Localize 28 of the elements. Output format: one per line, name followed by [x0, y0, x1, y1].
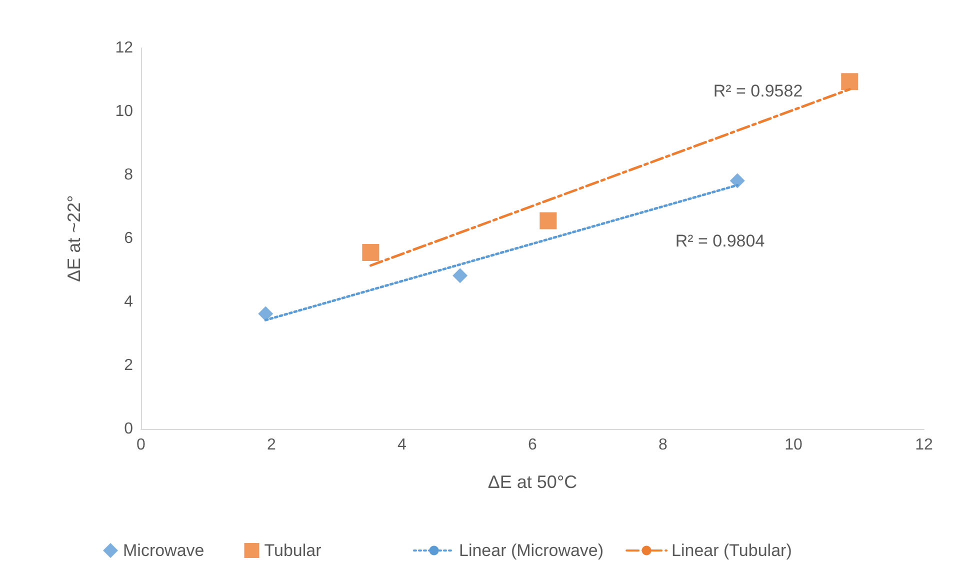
x-tick-label: 6: [528, 436, 538, 454]
x-axis-title: ΔE at 50°C: [488, 472, 578, 492]
y-tick-label: 4: [124, 294, 134, 310]
legend-label: Linear (Microwave): [459, 541, 604, 560]
point: [841, 73, 858, 90]
legend-label: Linear (Tubular): [672, 541, 792, 560]
point: [362, 244, 380, 261]
y-tick-label: 2: [124, 357, 134, 374]
x-tick-label: 10: [784, 436, 802, 454]
point: [452, 268, 468, 284]
x-tick-label: 2: [267, 436, 276, 454]
point: [258, 306, 274, 322]
y-tick-label: 6: [124, 230, 134, 247]
x-tick-label: 0: [136, 436, 146, 454]
annotation: R² = 0.9582: [713, 82, 803, 100]
x-tick-label: 4: [398, 436, 407, 454]
point: [540, 212, 557, 230]
y-tick-label: 12: [115, 40, 134, 56]
legend-label: Tubular: [264, 541, 322, 560]
x-tick-label: 12: [915, 436, 933, 454]
point: [730, 173, 745, 188]
annotation: R² = 0.9804: [675, 232, 765, 250]
y-tick-label: 8: [124, 166, 134, 184]
y-axis-title: ΔE at ~22°: [64, 195, 84, 282]
y-tick-label: 0: [124, 420, 134, 438]
y-tick-label: 10: [115, 103, 134, 120]
x-tick-label: 8: [658, 436, 668, 454]
legend-label: Microwave: [123, 541, 204, 560]
